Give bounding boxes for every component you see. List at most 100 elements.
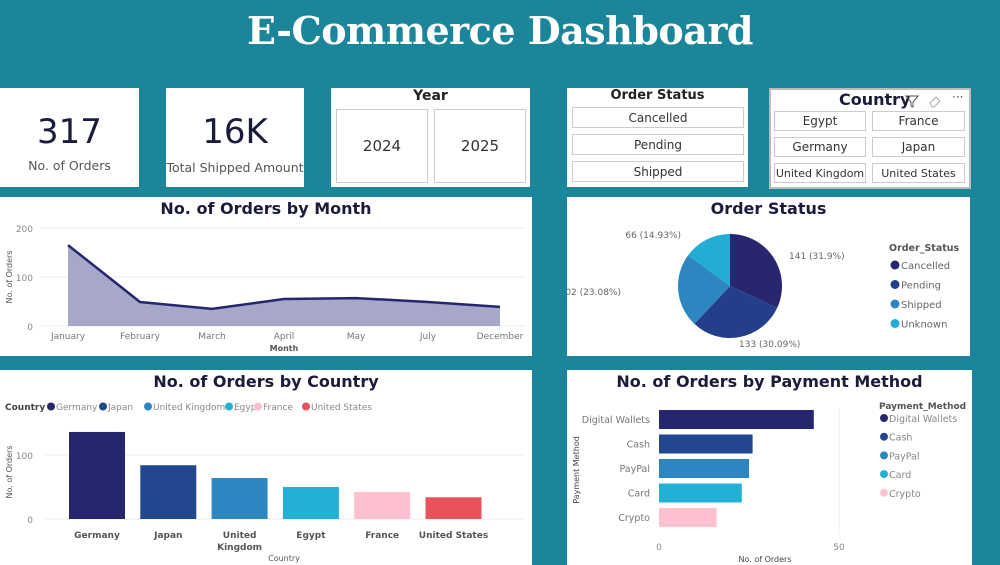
kpi-card-orders: 317 No. of Orders — [0, 88, 139, 187]
country-option-france[interactable]: France — [872, 111, 965, 131]
year-slicer: Year 2024 2025 — [331, 88, 530, 187]
legend-item: Crypto — [889, 489, 921, 500]
y-axis-label: No. of Orders — [5, 251, 14, 304]
bar-chart-svg: 0 100 Country Germany Germany Japan Japan Unite… — [5, 402, 525, 563]
bar-united-states — [425, 497, 482, 519]
bar-crypto — [659, 508, 717, 527]
bar-egypt — [282, 487, 339, 519]
legend-marker — [254, 402, 262, 411]
legend-item: Egypt — [234, 403, 260, 413]
legend-item: United States — [311, 403, 372, 413]
x-tick-label: Germany — [74, 531, 120, 541]
x-tick-label: April — [274, 332, 295, 342]
data-label: 66 (14.93%) — [625, 231, 681, 241]
order-status-pie-chart: Order Status 141 (31.9%) 133 (30.09%) 102 … — [567, 197, 970, 356]
country-option-germany[interactable]: Germany — [774, 137, 866, 157]
year-option-2025[interactable]: 2025 — [434, 109, 526, 183]
chart-title: No. of Orders by Country — [153, 372, 379, 391]
y-axis-label: No. of Orders — [5, 446, 14, 499]
pie-slice-pending — [694, 286, 778, 338]
x-tick-label: March — [198, 332, 225, 342]
y-tick-label: PayPal — [619, 464, 650, 475]
legend-item: Shipped — [901, 300, 942, 311]
orders-by-month-chart: No. of Orders by Month 0 100 200 January Feb… — [0, 197, 532, 356]
country-option-united-kingdom[interactable]: United Kingdom — [774, 163, 866, 183]
x-tick-label: February — [120, 332, 161, 342]
legend-item: Card — [889, 470, 911, 481]
status-option-shipped[interactable]: Shipped — [572, 161, 744, 182]
more-options-icon[interactable]: ··· — [952, 90, 964, 104]
status-option-pending[interactable]: Pending — [572, 134, 744, 155]
bar-digital-wallets — [659, 410, 814, 429]
legend-item: France — [263, 403, 293, 413]
slicer-title: Year — [413, 88, 448, 104]
legend-marker — [890, 260, 900, 270]
data-label: 141 (31.9%) — [789, 252, 845, 262]
country-option-united-states[interactable]: United States — [872, 163, 965, 183]
legend-title: Country — [5, 403, 45, 413]
area-fill — [68, 245, 500, 326]
chart-title: No. of Orders by Month — [160, 199, 372, 218]
y-tick-label: 100 — [16, 452, 33, 462]
country-option-japan[interactable]: Japan — [872, 137, 965, 157]
x-tick-label: December — [477, 332, 524, 342]
legend-marker — [880, 414, 888, 422]
pie-slice-unknown — [688, 234, 730, 286]
kpi-label: Total Shipped Amount — [166, 160, 304, 175]
y-tick-label: 0 — [27, 516, 33, 526]
orders-by-country-chart: No. of Orders by Country 0 100 Country Germ… — [0, 370, 532, 565]
x-tick-label: United States — [419, 531, 488, 541]
legend-item: Cancelled — [901, 261, 950, 272]
legend-marker — [47, 402, 55, 411]
legend-marker — [880, 488, 888, 497]
legend-item: Germany — [56, 403, 98, 413]
legend-marker — [225, 402, 233, 411]
status-option-cancelled[interactable]: Cancelled — [572, 107, 744, 128]
slicer-title: Country — [839, 90, 911, 109]
y-tick-label: Crypto — [618, 513, 650, 524]
series-line — [67, 244, 501, 311]
bar-united-kingdom — [211, 478, 268, 519]
legend-item: Digital Wallets — [889, 414, 957, 425]
country-option-egypt[interactable]: Egypt — [774, 111, 866, 131]
y-tick-label: Digital Wallets — [582, 415, 650, 426]
x-tick-label: France — [365, 531, 399, 541]
legend-marker — [890, 299, 900, 309]
y-tick-label: Card — [628, 489, 650, 500]
chart-title: No. of Orders by Payment Method — [616, 372, 923, 391]
order-status-slicer: Order Status Cancelled Pending Shipped — [567, 88, 748, 187]
legend-marker — [99, 402, 107, 411]
legend-marker — [880, 451, 888, 460]
legend-marker — [880, 470, 888, 479]
y-tick-label: Cash — [627, 440, 650, 451]
y-axis-label: Payment Method — [572, 436, 581, 504]
legend-marker — [302, 402, 310, 411]
legend-title: Order_Status — [889, 243, 960, 254]
filter-icon[interactable] — [905, 94, 919, 108]
hbar-chart-svg: 0 50 Digital Wallets Digital Wallets Cash Cas… — [572, 402, 966, 564]
y-tick-label: 100 — [16, 274, 33, 284]
x-axis-label: No. of Orders — [739, 555, 792, 564]
orders-by-payment-chart: No. of Orders by Payment Method 0 50 Digit… — [567, 370, 972, 565]
kpi-label: No. of Orders — [28, 158, 111, 173]
x-tick-label: July — [419, 332, 437, 342]
legend-marker — [880, 432, 888, 441]
x-tick-label: 0 — [656, 543, 662, 553]
bar-card — [659, 483, 742, 503]
x-tick-label: Japan — [153, 531, 182, 541]
year-option-2024[interactable]: 2024 — [336, 109, 428, 183]
x-tick-label: January — [50, 332, 86, 342]
dashboard-title: E-Commerce Dashboard — [247, 8, 753, 53]
legend-item: Unknown — [901, 320, 947, 331]
eraser-icon[interactable] — [928, 94, 942, 108]
country-slicer: Country ··· Egypt France Germany Japan U… — [769, 88, 971, 189]
kpi-value: 317 — [37, 112, 102, 152]
x-axis-label: Country — [268, 554, 300, 563]
bar-japan — [140, 465, 197, 519]
legend-marker — [144, 402, 152, 411]
legend-item: Japan — [107, 403, 133, 413]
bar-france — [354, 492, 411, 519]
x-axis-label: Month — [270, 344, 299, 353]
legend-marker — [890, 319, 900, 328]
legend-marker — [890, 280, 900, 289]
